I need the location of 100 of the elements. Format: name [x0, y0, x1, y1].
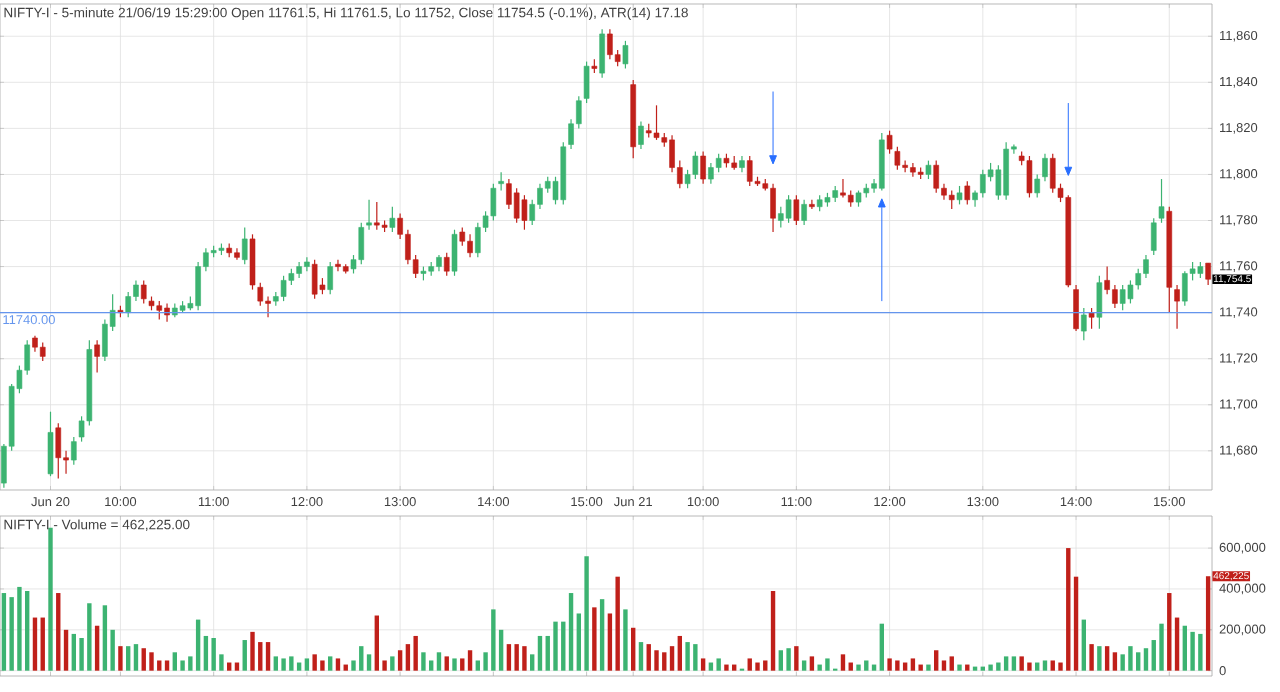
bar	[71, 633, 77, 671]
bar	[763, 660, 768, 671]
bar	[685, 642, 690, 671]
bar	[1120, 654, 1125, 671]
bar	[1167, 593, 1172, 671]
bar	[561, 621, 566, 671]
bar	[172, 652, 178, 671]
bar	[1136, 652, 1141, 671]
bar	[926, 664, 931, 671]
bar	[778, 650, 784, 671]
bar	[452, 658, 457, 671]
bar	[335, 658, 341, 671]
bar	[747, 658, 752, 671]
candlestick	[956, 185, 963, 205]
bar	[794, 646, 799, 671]
bar	[553, 621, 558, 671]
bar	[436, 652, 442, 671]
bar	[94, 625, 100, 671]
candlestick	[1158, 178, 1165, 224]
bar	[856, 664, 861, 671]
bar	[1073, 576, 1079, 671]
bar	[180, 660, 185, 671]
bar	[328, 656, 333, 671]
candlestick	[801, 199, 807, 226]
bar	[615, 576, 620, 671]
bar	[118, 646, 123, 671]
candlestick	[964, 180, 971, 205]
bar	[405, 644, 411, 671]
candlestick	[1096, 275, 1103, 330]
candlestick	[156, 300, 163, 321]
bar	[584, 556, 589, 671]
candlestick	[1174, 284, 1180, 330]
candlestick	[521, 194, 528, 231]
candlestick	[374, 201, 380, 231]
bar	[506, 644, 512, 671]
candlestick	[809, 199, 815, 210]
bar	[1011, 656, 1017, 671]
bar	[242, 640, 247, 671]
bar	[1050, 660, 1055, 671]
bar	[809, 656, 815, 671]
candlestick	[335, 259, 341, 272]
bar	[1104, 646, 1110, 671]
candlestick	[1088, 307, 1095, 330]
bar	[289, 656, 294, 671]
candlestick	[1112, 284, 1118, 309]
candlestick	[125, 291, 131, 318]
candlestick	[1034, 173, 1040, 199]
candlestick	[700, 150, 706, 185]
candlestick	[980, 169, 986, 199]
bar	[599, 599, 605, 671]
bar	[592, 607, 597, 671]
bar	[1159, 623, 1164, 671]
candlestick	[55, 422, 62, 480]
bar	[475, 660, 481, 671]
bar	[195, 619, 201, 671]
candlestick	[513, 187, 520, 224]
bar	[887, 658, 892, 671]
candlestick	[840, 178, 846, 199]
candlestick	[778, 206, 784, 229]
bar	[460, 658, 465, 671]
candlestick	[1042, 153, 1048, 182]
bar	[623, 609, 628, 671]
bar	[1089, 644, 1094, 671]
bar	[374, 615, 380, 671]
bar	[537, 635, 543, 671]
bar	[996, 662, 1001, 671]
candlestick	[102, 318, 108, 362]
bar	[1066, 548, 1071, 671]
candlestick	[249, 233, 256, 291]
candlestick	[1205, 262, 1211, 286]
bar	[910, 658, 916, 671]
bar	[1027, 662, 1032, 671]
bar	[941, 660, 947, 671]
bar	[654, 650, 659, 671]
bar	[359, 646, 364, 671]
candlestick	[327, 261, 333, 295]
bar	[801, 660, 807, 671]
bar	[24, 590, 30, 671]
bar	[17, 586, 22, 671]
bar	[141, 648, 146, 671]
bar	[1081, 619, 1087, 671]
bar	[491, 609, 496, 671]
bar	[957, 664, 962, 671]
candlestick	[1073, 284, 1079, 332]
bar	[1143, 648, 1149, 671]
candlestick	[933, 160, 939, 194]
bar	[1182, 625, 1188, 671]
bar	[1042, 660, 1048, 671]
bar	[87, 603, 92, 671]
bar	[320, 660, 325, 671]
bar	[1019, 656, 1024, 671]
bar	[250, 631, 255, 671]
candlestick	[925, 160, 932, 180]
candlestick	[140, 279, 147, 305]
bar	[133, 644, 139, 671]
candlestick	[1127, 279, 1134, 305]
candlestick	[451, 229, 458, 277]
candlestick	[475, 222, 481, 258]
bar	[366, 654, 372, 671]
bar	[56, 593, 61, 671]
